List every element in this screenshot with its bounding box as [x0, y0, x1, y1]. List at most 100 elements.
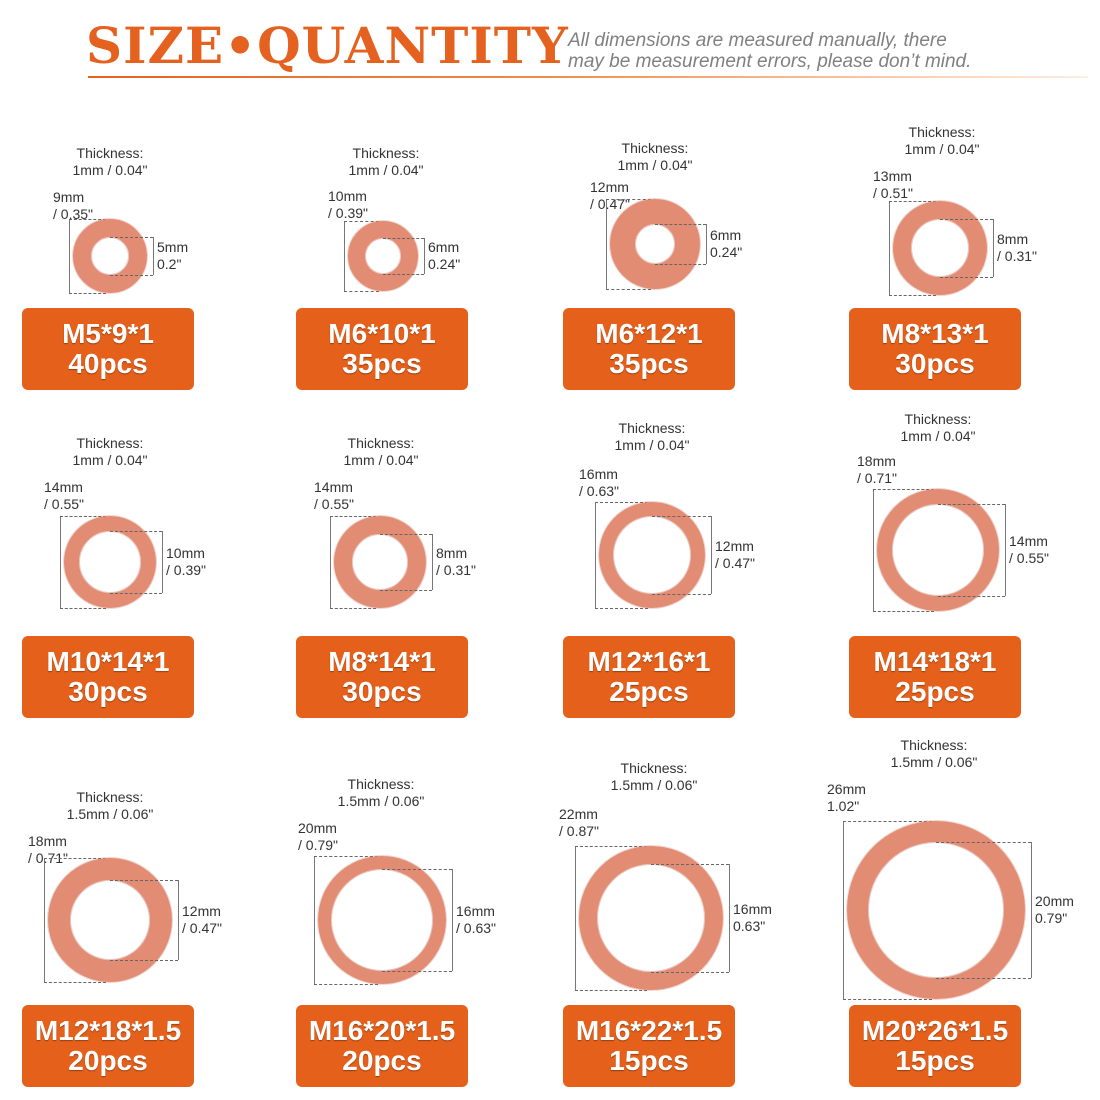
washer-quantity: 20pcs	[342, 1045, 422, 1076]
thickness-value: 1mm / 0.04"	[343, 452, 419, 468]
washer-size: M6*12*1	[595, 318, 703, 349]
inner-dimension-line	[706, 224, 707, 264]
washer-quantity: 25pcs	[609, 676, 689, 707]
inner-dimension-line	[424, 238, 425, 274]
copper-washer-ring	[893, 201, 987, 295]
inner-diameter-label: 8mm/ 0.31"	[436, 545, 476, 579]
outer-diameter-label: 9mm/ 0.35"	[53, 189, 93, 223]
outer-guide-bottom	[314, 984, 378, 985]
inner-guide-bottom	[651, 972, 729, 973]
measurement-disclaimer: All dimensions are measured manually, th…	[568, 30, 1068, 72]
washer-quantity: 30pcs	[895, 348, 975, 379]
outer-guide-top	[344, 221, 379, 222]
inner-diameter-inch: 0.24"	[428, 256, 461, 272]
thickness-label: Thickness: 1mm / 0.04"	[344, 435, 419, 469]
washer-quantity: 20pcs	[68, 1045, 148, 1076]
thickness-label: Thickness: 1mm / 0.04"	[73, 145, 148, 179]
thickness-label: Thickness: 1mm / 0.04"	[349, 145, 424, 179]
inner-dimension-line	[162, 531, 163, 593]
copper-washer-ring	[877, 489, 999, 611]
outer-dimension-line	[889, 201, 890, 295]
inner-guide-bottom	[110, 960, 178, 961]
thickness-label: Thickness: 1.5mm / 0.06"	[611, 760, 698, 794]
inner-guide-top	[380, 534, 432, 535]
inner-dimension-line	[711, 516, 712, 594]
size-quantity-badge: M12*18*1.5 20pcs	[22, 1005, 194, 1087]
outer-guide-top	[595, 502, 648, 503]
thickness-label-line: Thickness:	[904, 411, 972, 427]
inner-dimension-line	[1005, 504, 1006, 596]
thickness-label-line: Thickness:	[621, 140, 689, 156]
outer-diameter-label: 22mm/ 0.87"	[559, 806, 599, 840]
inner-guide-bottom	[936, 978, 1031, 979]
inner-diameter-label: 20mm 0.79"	[1035, 893, 1074, 927]
inner-dimension-line	[729, 864, 730, 972]
outer-guide-bottom	[44, 982, 106, 983]
size-quantity-badge: M14*18*1 25pcs	[849, 636, 1021, 718]
outer-diameter-mm: 9mm	[53, 189, 85, 205]
outer-diameter-label: 12mm/ 0.47"	[590, 179, 630, 213]
inner-diameter-label: 6mm 0.24"	[428, 239, 460, 273]
inner-dimension-line	[153, 237, 154, 275]
inner-guide-bottom	[655, 264, 706, 265]
outer-diameter-inch: / 0.87"	[559, 823, 599, 839]
washer-quantity: 15pcs	[609, 1045, 689, 1076]
inner-diameter-mm: 10mm	[166, 545, 205, 561]
inner-guide-top	[110, 531, 162, 532]
outer-diameter-inch: / 0.39"	[328, 205, 368, 221]
outer-diameter-mm: 22mm	[559, 806, 598, 822]
outer-dimension-line	[843, 821, 844, 999]
thickness-label: Thickness: 1mm / 0.04"	[901, 411, 976, 445]
inner-diameter-label: 5mm 0.2"	[157, 239, 188, 273]
outer-diameter-inch: / 0.63"	[579, 483, 619, 499]
outer-dimension-line	[44, 858, 45, 982]
inner-diameter-label: 8mm/ 0.31"	[997, 231, 1037, 265]
washer-size: M8*14*1	[328, 646, 436, 677]
copper-washer-ring	[334, 516, 426, 608]
inner-dimension-line	[178, 880, 179, 960]
thickness-value: 1mm / 0.04"	[617, 157, 693, 173]
thickness-label-line: Thickness:	[347, 435, 415, 451]
inner-guide-bottom	[652, 594, 711, 595]
thickness-value: 1mm / 0.04"	[614, 437, 690, 453]
inner-diameter-inch: / 0.47"	[715, 555, 755, 571]
outer-diameter-inch: / 0.35"	[53, 206, 93, 222]
outer-diameter-mm: 10mm	[328, 188, 367, 204]
outer-diameter-mm: 16mm	[579, 466, 618, 482]
washer-size: M12*18*1.5	[34, 1015, 182, 1046]
inner-diameter-label: 10mm/ 0.39"	[166, 545, 206, 579]
inner-diameter-inch: / 0.63"	[456, 920, 496, 936]
outer-dimension-line	[69, 219, 70, 293]
size-quantity-badge: M6*10*1 35pcs	[296, 308, 468, 390]
thickness-value: 1mm / 0.04"	[72, 162, 148, 178]
outer-diameter-label: 13mm/ 0.51"	[873, 168, 913, 202]
inner-guide-top	[940, 219, 993, 220]
outer-dimension-line	[330, 516, 331, 608]
inner-guide-bottom	[938, 596, 1005, 597]
outer-diameter-inch: 1.02"	[827, 798, 860, 814]
outer-diameter-mm: 26mm	[827, 781, 866, 797]
inner-guide-bottom	[110, 593, 162, 594]
copper-washer-ring	[48, 858, 172, 982]
outer-dimension-line	[314, 856, 315, 984]
inner-diameter-label: 14mm/ 0.55"	[1009, 533, 1049, 567]
thickness-label: Thickness: 1mm / 0.04"	[905, 124, 980, 158]
outer-guide-top	[843, 821, 932, 822]
inner-diameter-inch: 0.63"	[733, 918, 766, 934]
outer-diameter-mm: 13mm	[873, 168, 912, 184]
inner-diameter-mm: 14mm	[1009, 533, 1048, 549]
outer-diameter-label: 14mm/ 0.55"	[314, 479, 354, 513]
washer-size: M10*14*1	[46, 646, 170, 677]
thickness-value: 1.5mm / 0.06"	[66, 806, 154, 822]
copper-washer-ring	[610, 199, 700, 289]
washer-quantity: 15pcs	[895, 1045, 975, 1076]
washer-quantity: 35pcs	[342, 348, 422, 379]
copper-washer-ring	[64, 516, 156, 608]
inner-diameter-mm: 8mm	[997, 231, 1029, 247]
inner-diameter-inch: / 0.31"	[997, 248, 1037, 264]
size-quantity-badge: M8*14*1 30pcs	[296, 636, 468, 718]
inner-diameter-label: 16mm 0.63"	[733, 901, 772, 935]
thickness-label-line: Thickness:	[620, 760, 688, 776]
thickness-label-line: Thickness:	[618, 420, 686, 436]
outer-diameter-inch: / 0.47"	[590, 196, 630, 212]
